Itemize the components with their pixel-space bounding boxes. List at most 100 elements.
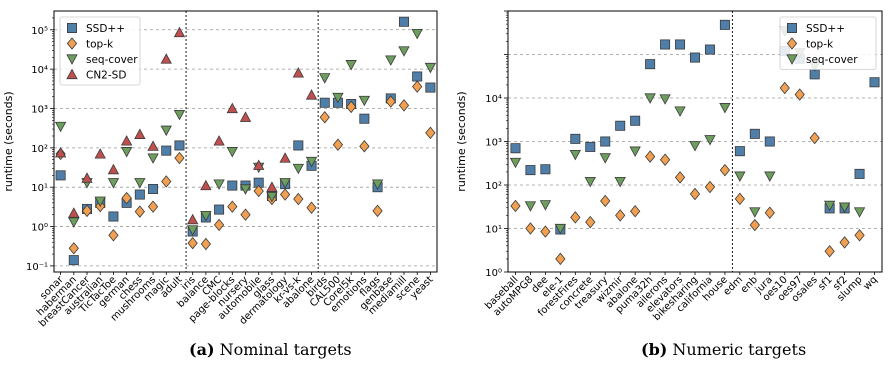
data-point-enb	[749, 128, 760, 139]
data-point-edm	[734, 171, 746, 182]
data-point-autoMPG8	[525, 222, 536, 235]
legend-marker	[786, 37, 798, 50]
data-point-autoMPG8	[525, 165, 536, 176]
data-point-baseball	[510, 143, 521, 154]
data-point-concrete	[585, 215, 596, 229]
legend-label: top-k	[806, 39, 834, 51]
data-point-kr-vs-k	[293, 192, 304, 206]
data-point-house	[719, 19, 730, 30]
data-point-TicTacToe	[108, 229, 119, 242]
data-point-adult	[174, 151, 185, 165]
data-point-breastCancer	[81, 172, 93, 183]
data-point-automobile	[253, 184, 264, 198]
data-point-forestFires	[569, 149, 581, 161]
data-point-TicTacToe	[108, 211, 119, 222]
data-point-wizmir	[615, 120, 626, 131]
data-point-dee	[540, 164, 551, 175]
legend-box	[779, 16, 877, 70]
data-point-iris	[186, 213, 199, 225]
data-point-magic	[161, 175, 172, 188]
data-point-australian	[94, 196, 106, 208]
data-point-treasury	[599, 153, 611, 164]
data-point-enb	[749, 207, 761, 218]
data-point-puma32h	[644, 93, 656, 104]
data-point-ele-1	[554, 223, 567, 235]
data-point-abalone	[629, 146, 641, 157]
data-point-nursery	[240, 208, 251, 221]
legend-label: SSD++	[806, 23, 845, 35]
data-point-emotions	[359, 113, 370, 124]
legend-marker	[66, 37, 78, 50]
data-point-page-blocks	[227, 200, 238, 213]
data-point-abalone	[630, 115, 641, 126]
data-point-german	[120, 135, 133, 146]
data-point-dermatology	[279, 152, 291, 163]
data-point-chess	[134, 189, 145, 200]
data-point-sonar	[54, 121, 67, 133]
data-point-concrete	[584, 176, 596, 188]
legend-box	[59, 16, 141, 86]
data-point-haberman	[68, 207, 80, 218]
data-point-CMC	[214, 204, 225, 215]
data-point-flags	[371, 179, 384, 190]
data-point-adult	[173, 26, 186, 38]
data-point-mushrooms	[148, 183, 159, 194]
data-point-page-blocks	[226, 102, 238, 114]
data-point-CAL500	[332, 92, 344, 104]
legend: SSD++ top-k seq-cover	[779, 16, 877, 70]
data-point-sf2	[838, 202, 851, 213]
series-top-k	[510, 81, 865, 266]
data-point-german	[121, 191, 132, 205]
chart-panel-a: 10⁻¹10⁰10¹10²10³10⁴10⁵sonarhabermanbreas…	[2, 10, 438, 329]
legend-label: SSD++	[86, 23, 125, 35]
data-point-scene	[412, 71, 423, 82]
data-point-mediamill	[398, 99, 410, 112]
data-point-sf1	[824, 245, 835, 258]
data-point-osales	[809, 131, 820, 145]
data-point-kr-vs-k	[292, 67, 305, 78]
legend-label: CN2-SD	[86, 70, 126, 82]
data-point-magic	[161, 145, 172, 156]
data-point-magic	[160, 53, 172, 64]
y-tick-label: 10²	[485, 181, 502, 192]
data-point-yeast	[425, 126, 436, 140]
legend-marker	[67, 22, 78, 33]
data-point-ailerons	[659, 153, 671, 167]
data-point-bikesharing	[689, 141, 701, 152]
data-point-dee	[539, 200, 552, 211]
data-point-slump	[853, 207, 866, 218]
data-point-kr-vs-k	[293, 140, 304, 151]
plot-frame	[507, 10, 883, 273]
data-point-abalone	[305, 156, 318, 168]
data-point-CMC	[213, 135, 225, 146]
data-point-wizmir	[615, 209, 626, 222]
y-tick-label: 10⁻¹	[26, 262, 48, 273]
data-point-nursery	[239, 184, 252, 195]
data-point-elevators	[674, 106, 686, 117]
legend-marker	[786, 54, 798, 65]
data-point-california	[704, 44, 715, 55]
data-point-australian	[94, 148, 106, 159]
data-point-yeast	[425, 82, 436, 93]
data-point-jura	[764, 171, 776, 182]
data-point-wq	[869, 77, 880, 88]
y-tick-label: 10⁴	[31, 65, 48, 76]
y-tick-label: 10⁴	[485, 94, 502, 105]
data-point-kr-vs-k	[292, 163, 305, 175]
data-point-oes10	[779, 81, 790, 95]
y-tick-label: 10¹	[485, 225, 502, 236]
data-point-bikesharing	[689, 187, 701, 201]
data-point-haberman	[68, 242, 79, 255]
data-point-sf2	[839, 236, 850, 249]
data-point-balance	[200, 210, 212, 222]
data-point-balance	[200, 179, 212, 191]
data-point-breastCancer	[81, 204, 93, 218]
legend-marker	[66, 54, 78, 65]
data-point-baseball	[510, 199, 521, 213]
data-point-emotions	[358, 95, 371, 107]
caption-b: (b) Numeric targets	[641, 340, 806, 359]
data-point-balance	[200, 237, 211, 251]
data-point-slump	[854, 229, 865, 242]
data-point-sonar	[55, 170, 66, 181]
data-point-haberman	[68, 255, 79, 266]
